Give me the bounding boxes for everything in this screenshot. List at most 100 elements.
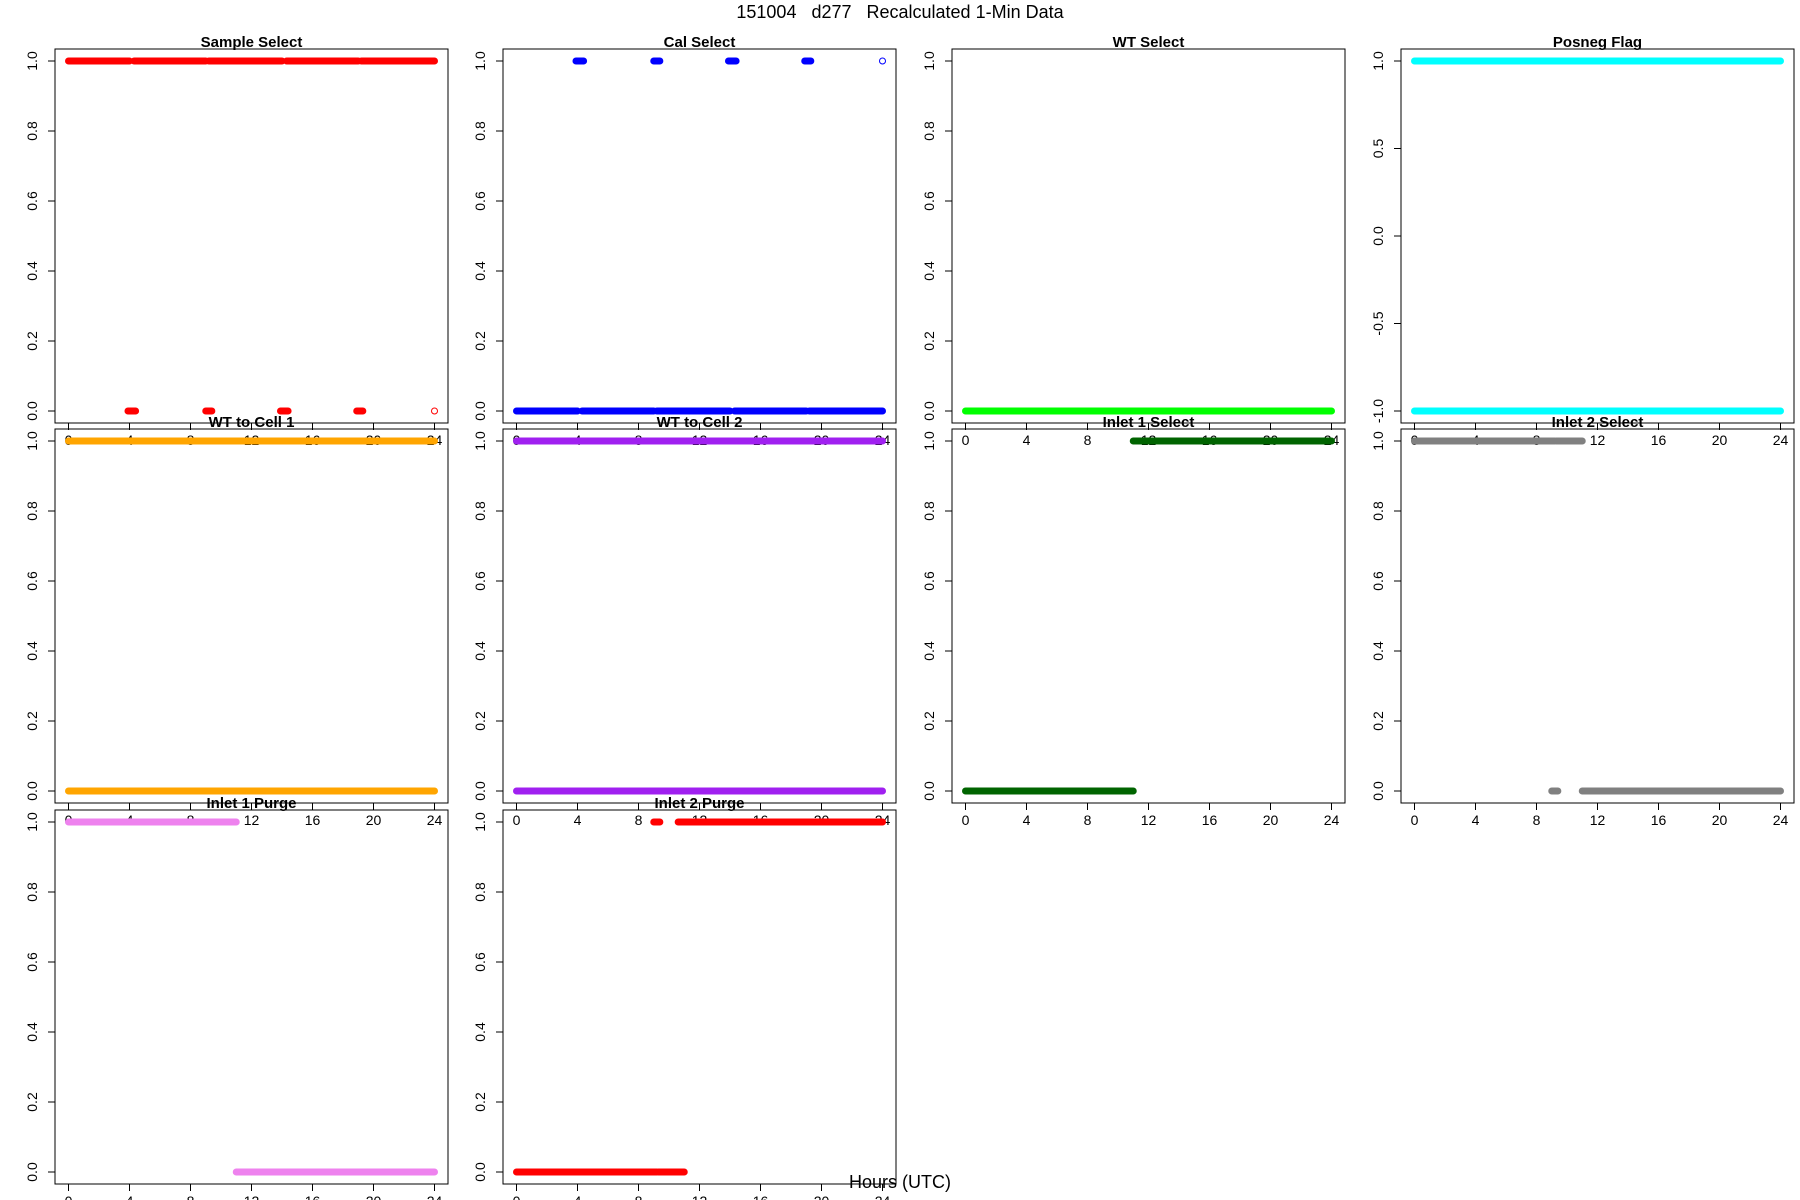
y-tick-label: 0.8 [24,882,40,902]
y-tick-label: 0.8 [921,501,937,521]
panel-inlet-2-select: Inlet 2 Select 0 4 8 12 16 20 24 0.0 0.2 0.4 0.6 0.8… [1370,414,1795,828]
y-tick-label: 1.0 [24,812,40,832]
y-tick-label: 0.2 [921,711,937,731]
panel-title: Inlet 1 Select [1103,414,1195,431]
panel-title: Inlet 2 Purge [654,795,744,812]
x-tick-label: 8 [635,812,643,828]
x-tick-label: 8 [187,1193,195,1200]
y-tick-label: 0.6 [24,571,40,591]
y-tick-label: 0.6 [921,191,937,211]
y-tick-label: 0.0 [921,781,937,801]
x-tick-label: 12 [1141,812,1157,828]
y-tick-label: 1.0 [921,431,937,451]
y-tick-label: 0.4 [472,641,488,661]
y-tick-label: 0.0 [472,401,488,421]
y-tick-label: -0.5 [1370,311,1386,335]
x-tick-label: 4 [1472,812,1480,828]
y-tick-label: 0.8 [921,121,937,141]
x-tick-label: 16 [305,812,321,828]
plot-frame [54,809,449,1185]
x-tick-label: 4 [574,812,582,828]
y-tick-label: 0.2 [472,711,488,731]
x-tick-label: 0 [65,1193,73,1200]
x-tick-label: 20 [1712,432,1728,448]
x-tick-label: 12 [1590,432,1606,448]
x-tick-label: 0 [513,1193,521,1200]
x-tick-label: 4 [574,1193,582,1200]
panel-title: WT to Cell 2 [657,414,743,431]
y-tick-label: 0.4 [24,261,40,281]
x-tick-label: 24 [1324,812,1340,828]
y-tick-label: 0.0 [921,401,937,421]
y-tick-label: 0.8 [472,121,488,141]
page-title: 151004 d277 Recalculated 1-Min Data [736,2,1064,22]
plot-frame [951,428,1346,804]
x-tick-label: 24 [1773,432,1789,448]
panel-title: Cal Select [664,34,736,51]
panel-title: Sample Select [201,34,303,51]
panel-inlet-2-purge: Inlet 2 Purge 0 4 8 12 16 20 24 0.0 0.2 0.4 0.6 0.8 1… [472,795,897,1200]
x-tick-label: 0 [1411,812,1419,828]
y-tick-label: 0.0 [1370,781,1386,801]
y-tick-label: 0.8 [472,501,488,521]
y-tick-label: 1.0 [921,51,937,71]
y-tick-label: 1.0 [24,431,40,451]
x-tick-label: 24 [427,1193,443,1200]
y-tick-label: 0.0 [24,781,40,801]
x-tick-label: 16 [753,1193,769,1200]
y-tick-label: 0.2 [1370,711,1386,731]
y-tick-label: 0.0 [24,1162,40,1182]
y-tick-label: 1.0 [1370,51,1386,71]
x-tick-label: 20 [366,812,382,828]
y-tick-label: 0.2 [921,331,937,351]
y-tick-label: 0.2 [472,1092,488,1112]
panel-posneg-flag: Posneg Flag04812162024-1.0-0.50.00.51.0 [1370,34,1795,448]
y-tick-label: 0.4 [1370,641,1386,661]
x-tick-label: 8 [635,1193,643,1200]
x-tick-label: 0 [962,432,970,448]
y-tick-label: 0.2 [24,1092,40,1112]
y-tick-label: 0.8 [24,121,40,141]
plot-frame [54,48,449,424]
y-tick-label: 0.2 [24,711,40,731]
x-tick-label: 24 [427,812,443,828]
y-tick-label: 0.2 [472,331,488,351]
y-tick-label: 0.8 [1370,501,1386,521]
y-tick-label: 0.8 [24,501,40,521]
y-tick-label: 0.4 [472,1022,488,1042]
y-tick-label: 0.8 [472,882,488,902]
x-tick-label: 24 [1773,812,1789,828]
panel-title: WT Select [1113,34,1185,51]
x-tick-label: 4 [126,1193,134,1200]
y-tick-label: 0.4 [24,641,40,661]
y-tick-label: 0.0 [24,401,40,421]
x-tick-label: 16 [1651,812,1667,828]
x-axis-label: Hours (UTC) [849,1172,951,1192]
y-tick-label: 1.0 [472,812,488,832]
y-tick-label: 0.0 [472,781,488,801]
y-tick-label: 0.6 [1370,571,1386,591]
x-tick-label: 20 [1712,812,1728,828]
panel-sample-select: Sample Select048121620240.00.20.40.60.81… [24,34,449,448]
x-tick-label: 16 [1202,812,1218,828]
plot-frame [54,428,449,804]
x-tick-label: 20 [1263,812,1279,828]
y-tick-label: 0.6 [24,952,40,972]
panel-title: Inlet 2 Select [1552,414,1644,431]
x-tick-label: 8 [1084,812,1092,828]
plot-frame [502,809,897,1185]
data-point [431,407,438,415]
panel-inlet-1-purge: Inlet 1 Purge 0 4 8 12 16 20 24 0.0 0.2 0.4 0.6 0.8 1… [24,795,449,1200]
y-tick-label: 0.6 [921,571,937,591]
x-tick-label: 8 [1084,432,1092,448]
panel-wt-to-cell-2: WT to Cell 2048121620240.00.20.40.60.81.… [472,414,897,828]
x-tick-label: 20 [814,1193,830,1200]
y-tick-label: 0.6 [472,571,488,591]
y-tick-label: 1.0 [1370,431,1386,451]
y-tick-label: 0.2 [24,331,40,351]
x-tick-label: 0 [513,812,521,828]
x-tick-label: 16 [305,1193,321,1200]
x-tick-label: 20 [366,1193,382,1200]
